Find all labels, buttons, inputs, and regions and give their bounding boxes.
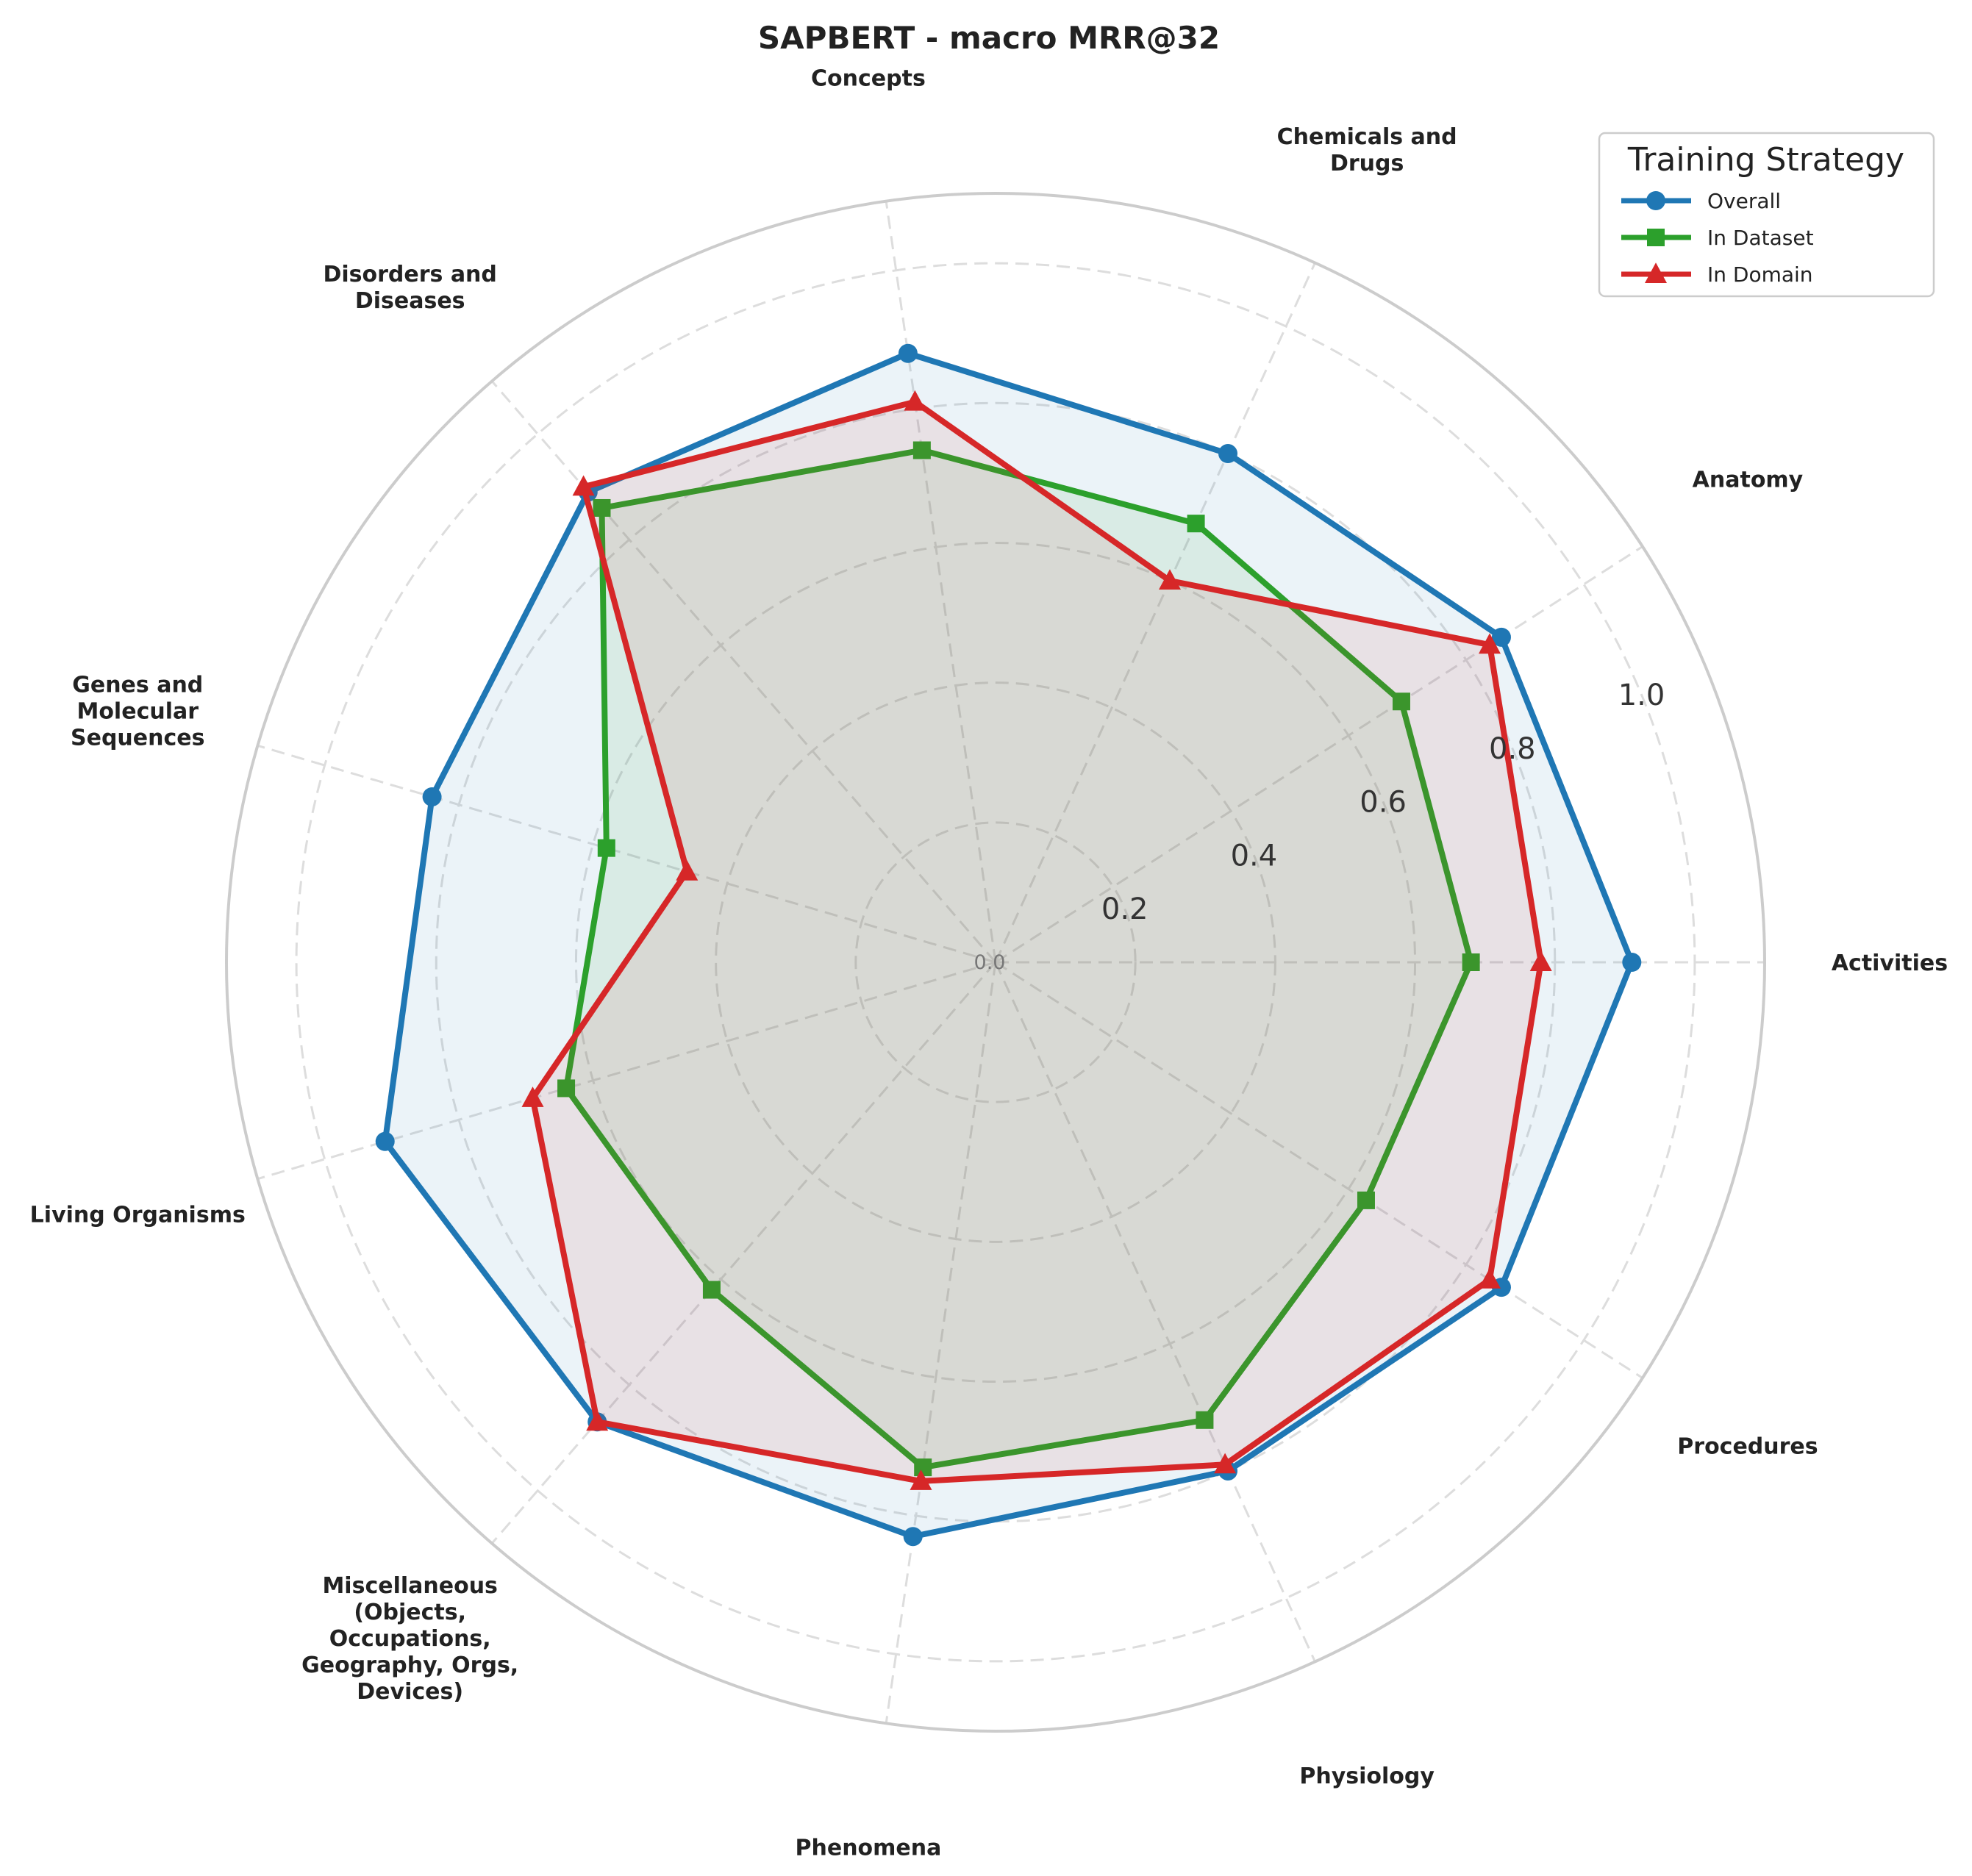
point-1-5 [597, 839, 615, 857]
series-line-0 [382, 350, 1635, 1540]
radial-tick-3: 0.6 [1360, 786, 1407, 820]
series-area-2 [532, 401, 1541, 1481]
series-line-1 [563, 447, 1474, 1471]
spoke-3 [885, 201, 997, 963]
point-2-3 [904, 390, 926, 411]
point-2-5 [676, 860, 699, 881]
category-label-3: Concepts [811, 65, 926, 91]
point-0-2 [1218, 444, 1238, 464]
category-label-7: Miscellaneous (Objects, Occupations, Geogra… [301, 1573, 518, 1705]
category-label-0: Activities [1832, 950, 1948, 976]
category-labels: Activities Anatomy Chemicals and Drugs Conce… [30, 65, 1948, 1861]
legend-item-1: In Dataset [1621, 226, 1814, 250]
point-1-8 [914, 1458, 932, 1477]
spoke-10 [995, 961, 1643, 1379]
point-0-0 [1622, 953, 1642, 972]
point-0-8 [903, 1527, 923, 1547]
point-2-9 [1214, 1453, 1237, 1474]
point-1-7 [702, 1281, 721, 1299]
outer-frame [225, 192, 1766, 1733]
point-0-3 [898, 343, 918, 363]
legend-item-0: Overall [1621, 189, 1781, 213]
point-0-5 [422, 787, 442, 806]
legend-label-0: Overall [1707, 189, 1781, 213]
category-label-4: Disorders and Diseases [323, 262, 496, 314]
point-1-2 [1187, 515, 1205, 533]
point-2-1 [1479, 633, 1501, 654]
legend-box [1598, 132, 1935, 298]
spoke-2 [994, 262, 1316, 963]
legend-marker-2 [1645, 262, 1667, 283]
point-2-4 [572, 475, 595, 496]
category-label-8: Phenomena [796, 1836, 942, 1861]
legend-title: Training Strategy [1627, 141, 1904, 179]
category-label-5: Genes and Molecular Sequences [71, 672, 204, 751]
series-layer [375, 343, 1642, 1547]
grid-circle-0 [854, 821, 1137, 1103]
legend-item-2: In Domain [1621, 262, 1813, 287]
point-1-0 [1462, 953, 1480, 971]
series-line-2 [529, 398, 1544, 1484]
radial-tick-1: 0.2 [1101, 892, 1148, 926]
radial-tick-2: 0.4 [1231, 839, 1278, 873]
radial-tick-0: 0.0 [974, 951, 1006, 974]
legend-label-1: In Dataset [1707, 226, 1814, 250]
legend-items: Overall In Dataset In Domain [1621, 189, 1814, 287]
spoke-1 [995, 545, 1643, 964]
radial-tick-labels: 0.0 0.2 0.4 0.6 0.8 1.0 [974, 679, 1665, 974]
spoke-5 [257, 744, 996, 964]
category-label-6: Living Organisms [30, 1203, 246, 1228]
point-2-2 [1159, 569, 1181, 590]
spoke-8 [885, 962, 997, 1724]
point-1-9 [1196, 1411, 1214, 1429]
point-2-6 [521, 1086, 544, 1107]
point-0-1 [1491, 627, 1511, 647]
category-label-2: Chemicals and Drugs [1277, 124, 1457, 176]
legend-marker-1 [1647, 229, 1665, 246]
point-1-3 [912, 441, 931, 459]
radial-tick-4: 0.8 [1489, 732, 1536, 766]
point-1-1 [1392, 692, 1410, 711]
point-1-6 [557, 1079, 576, 1098]
category-label-1: Anatomy [1693, 468, 1804, 493]
point-2-10 [1479, 1268, 1501, 1289]
series-1 [557, 441, 1480, 1477]
point-2-7 [586, 1410, 609, 1431]
spoke-4 [490, 380, 997, 963]
point-1-10 [1357, 1191, 1375, 1209]
category-label-10: Procedures [1677, 1433, 1818, 1459]
series-area-0 [385, 353, 1632, 1537]
radial-tick-5: 1.0 [1618, 679, 1665, 712]
legend-label-2: In Domain [1707, 262, 1813, 287]
chart-title: SAPBERT - macro MRR@32 [758, 20, 1220, 56]
legend: Training Strategy Overall In Dataset In Do… [1598, 132, 1935, 298]
series-2 [521, 390, 1552, 1490]
category-label-9: Physiology [1299, 1764, 1435, 1789]
grid-circle-4 [295, 262, 1696, 1663]
point-2-0 [1529, 950, 1552, 971]
point-1-4 [593, 498, 611, 517]
series-area-1 [566, 450, 1471, 1468]
point-2-8 [910, 1469, 932, 1490]
spoke-9 [994, 962, 1316, 1663]
legend-marker-0 [1646, 191, 1665, 210]
spoke-7 [490, 962, 997, 1544]
point-0-6 [375, 1131, 395, 1151]
